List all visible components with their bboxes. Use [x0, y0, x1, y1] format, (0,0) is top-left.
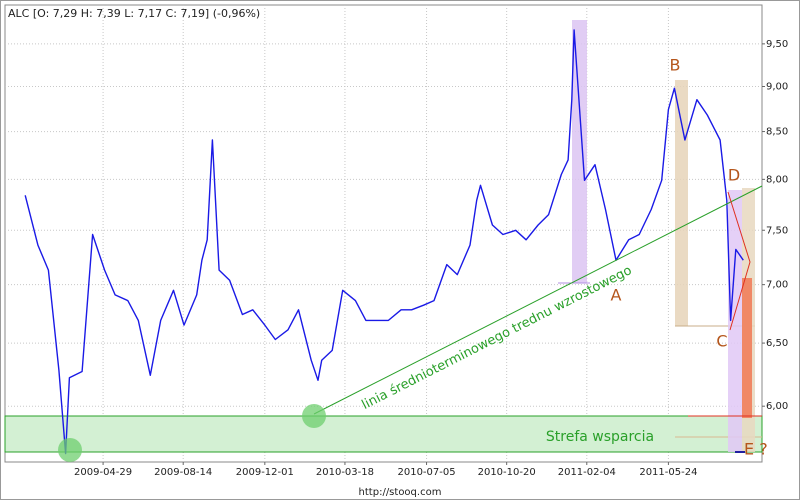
annotation: A [611, 286, 622, 305]
y-tick-label: 8,00 [766, 174, 788, 185]
x-tick-label: 2010-03-18 [316, 467, 374, 478]
x-tick-label: 2010-07-05 [397, 467, 455, 478]
x-tick-label: 2009-08-14 [154, 467, 212, 478]
highlight [675, 80, 688, 326]
pattern-line [727, 191, 751, 331]
y-tick-label: 9,00 [766, 81, 788, 92]
highlight [572, 20, 587, 283]
support-zone [4, 415, 763, 453]
series [24, 29, 744, 455]
highlight [742, 278, 752, 418]
y-tick-label: 7,50 [766, 225, 788, 236]
chart-title: ALC [O: 7,29 H: 7,39 L: 7,17 C: 7,19] (-… [8, 7, 260, 20]
price-line [24, 29, 744, 455]
support-point [302, 404, 326, 428]
x-tick-label: 2009-12-01 [236, 467, 294, 478]
annotation: B [670, 56, 681, 75]
trend-line [313, 185, 763, 415]
x-tick-label: 2009-04-29 [74, 467, 132, 478]
zone-label: Strefa wsparcia [546, 429, 654, 445]
support-point [58, 438, 82, 462]
annotation: D [728, 166, 740, 185]
y-tick-label: 6,00 [766, 401, 788, 412]
grid [5, 5, 762, 462]
x-tick-label: 2011-02-04 [558, 467, 616, 478]
y-tick-label: 8,50 [766, 127, 788, 138]
annotation: C [716, 332, 727, 351]
annotation: E ? [744, 440, 768, 459]
x-tick-label: 2010-10-20 [478, 467, 536, 478]
plot-area [4, 4, 763, 463]
y-tick-label: 9,50 [766, 39, 788, 50]
source: http://stooq.com [359, 487, 442, 498]
y-tick-label: 6,50 [766, 338, 788, 349]
highlight [728, 190, 742, 452]
x-tick-label: 2011-05-24 [639, 467, 697, 478]
y-tick-label: 7,00 [766, 280, 788, 291]
